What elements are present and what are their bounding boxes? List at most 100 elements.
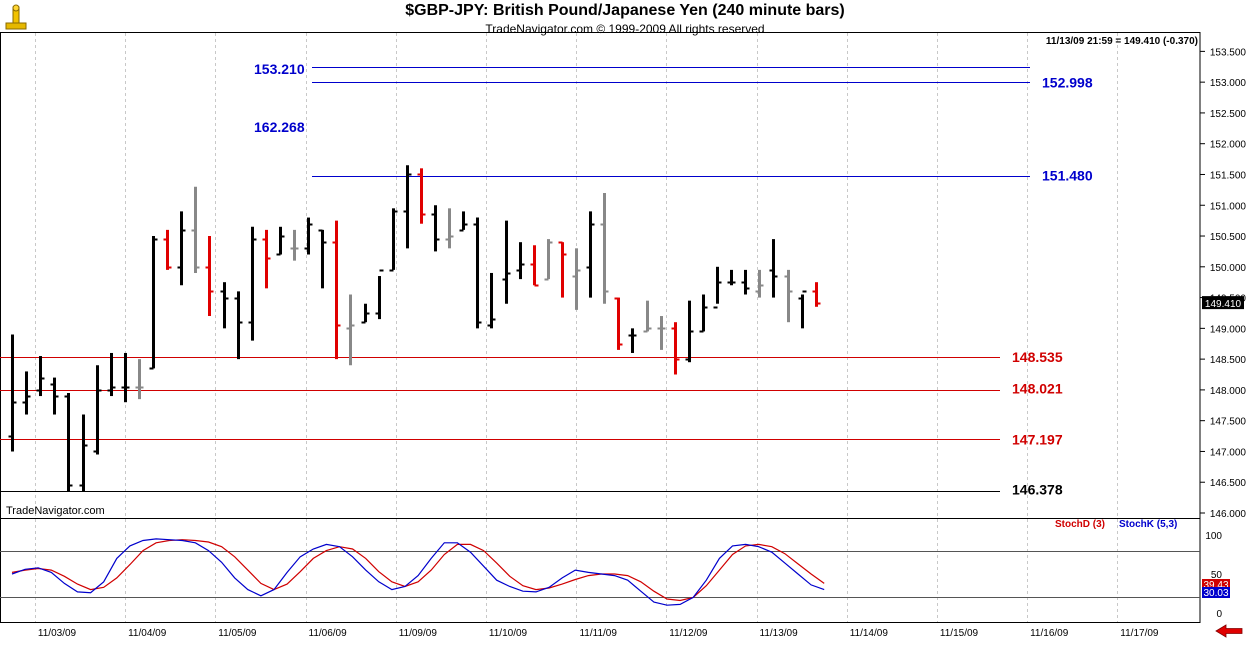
x-tick-label: 11/16/09 <box>1030 628 1069 639</box>
ohlc-bar <box>290 229 299 261</box>
ohlc-bar <box>544 239 553 281</box>
ohlc-bar <box>798 290 807 329</box>
last-price-label: 149.410 <box>1205 299 1242 310</box>
ohlc-bar <box>769 239 778 298</box>
ohlc-bar <box>177 211 186 286</box>
ohlc-bar <box>685 300 694 363</box>
ohlc-bar <box>36 356 45 397</box>
ohlc-bar <box>50 377 59 415</box>
ohlc-bar <box>614 297 623 350</box>
chart-title: $GBP-JPY: British Pound/Japanese Yen (24… <box>405 2 845 19</box>
ohlc-bar <box>784 269 793 323</box>
ohlc-bar <box>389 208 398 272</box>
x-tick-label: 11/14/09 <box>850 628 889 639</box>
ohlc-bar <box>149 236 158 370</box>
ohlc-bar <box>671 322 680 375</box>
stoch-last-value: 39.43 <box>1203 580 1228 591</box>
last-price-tag <box>1202 296 1244 310</box>
stoch-tick-label: 0 <box>1216 609 1222 620</box>
ohlc-bar <box>64 392 73 492</box>
ohlc-bar <box>487 272 496 329</box>
ohlc-bar <box>558 241 567 298</box>
ohlc-bar <box>121 352 130 403</box>
ohlc-bar <box>459 211 468 232</box>
stoch-last-value: 30.03 <box>1203 588 1228 599</box>
ohlc-bar <box>332 220 341 360</box>
ohlc-bar <box>572 248 581 310</box>
ohlc-bar <box>445 208 454 249</box>
y-tick-label: 151.500 <box>1210 170 1247 181</box>
ohlc-bar <box>361 303 370 324</box>
y-tick-label: 151.000 <box>1210 201 1247 212</box>
y-tick-label: 153.000 <box>1210 78 1247 89</box>
y-tick-label: 146.000 <box>1210 509 1247 520</box>
x-tick-label: 11/09/09 <box>399 628 438 639</box>
y-tick-label: 153.500 <box>1210 47 1247 58</box>
stoch-last-value-tag <box>1202 587 1230 598</box>
ohlc-bar <box>163 229 172 270</box>
x-tick-label: 11/04/09 <box>128 628 167 639</box>
y-tick-label: 146.500 <box>1210 478 1247 489</box>
ohlc-bar <box>248 226 257 341</box>
level-label: 146.378 <box>1012 482 1063 498</box>
x-tick-label: 11/12/09 <box>669 628 708 639</box>
stoch-tick-label: 100 <box>1205 531 1222 542</box>
ohlc-bar <box>657 316 666 350</box>
stoch-series-line <box>11 539 825 602</box>
ohlc-bar <box>276 226 285 256</box>
ohlc-bar <box>727 269 736 286</box>
ohlc-bar <box>262 229 271 289</box>
ohlc-bar <box>318 229 327 289</box>
ohlc-bar <box>812 282 821 307</box>
ohlc-bar <box>755 269 764 298</box>
ohlc-bar <box>346 294 355 366</box>
ohlc-bar <box>530 245 539 287</box>
ohlc-bar <box>79 414 88 492</box>
level-label: 148.535 <box>1012 349 1063 365</box>
ohlc-bar <box>502 220 511 304</box>
x-tick-label: 11/05/09 <box>218 628 257 639</box>
ohlc-bar <box>431 205 440 252</box>
ohlc-bar <box>586 211 595 298</box>
level-label: 151.480 <box>1042 168 1093 184</box>
ohlc-bar <box>628 328 637 353</box>
ohlc-bar <box>135 359 144 400</box>
y-tick-label: 152.500 <box>1210 109 1247 120</box>
trade-navigator-logo-icon <box>4 3 28 31</box>
y-tick-label: 148.000 <box>1210 386 1247 397</box>
stoch-tick-label: 50 <box>1211 570 1223 581</box>
stoch-series-line <box>11 538 825 606</box>
legend-stochk: StochK (5,3) <box>1119 519 1178 530</box>
ohlc-bar <box>713 266 722 309</box>
scroll-left-arrow-icon[interactable] <box>1214 624 1244 638</box>
level-label: 148.021 <box>1012 381 1063 397</box>
x-tick-label: 11/15/09 <box>940 628 979 639</box>
x-tick-label: 11/17/09 <box>1120 628 1159 639</box>
x-tick-label: 11/03/09 <box>38 628 77 639</box>
y-tick-label: 148.500 <box>1210 355 1247 366</box>
y-tick-label: 150.500 <box>1210 232 1247 243</box>
ohlc-bar <box>473 217 482 329</box>
level-label: 162.268 <box>254 119 305 135</box>
ohlc-bar <box>8 334 17 452</box>
y-tick-label: 147.000 <box>1210 447 1247 458</box>
ohlc-bar <box>304 217 313 255</box>
ohlc-bar <box>403 165 412 249</box>
ohlc-bar <box>234 291 243 360</box>
watermark: TradeNavigator.com <box>6 505 105 517</box>
last-bar-readout: 11/13/09 21:59 = 149.410 (-0.370) <box>1045 36 1198 47</box>
y-tick-label: 149.000 <box>1210 324 1247 335</box>
ohlc-bar <box>205 236 214 317</box>
level-label: 152.998 <box>1042 74 1093 90</box>
x-tick-label: 11/10/09 <box>489 628 528 639</box>
x-tick-label: 11/11/09 <box>579 628 617 639</box>
ohlc-bar <box>741 269 750 295</box>
level-label: 153.210 <box>254 61 305 77</box>
x-tick-label: 11/13/09 <box>760 628 799 639</box>
level-label: 147.197 <box>1012 431 1063 447</box>
y-tick-label: 147.500 <box>1210 417 1247 428</box>
y-tick-label: 152.000 <box>1210 140 1247 151</box>
ohlc-bar <box>22 371 31 415</box>
